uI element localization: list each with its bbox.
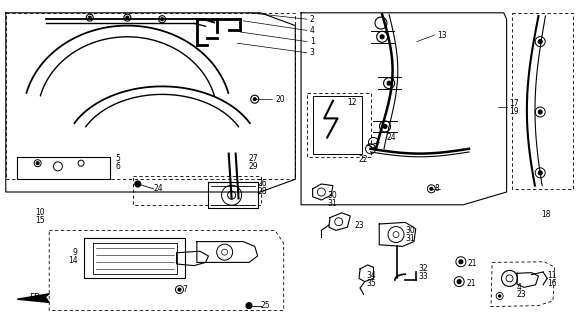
Text: 31: 31 bbox=[328, 199, 338, 208]
Text: 34: 34 bbox=[367, 271, 376, 280]
Text: 30: 30 bbox=[328, 191, 338, 200]
Circle shape bbox=[430, 187, 433, 190]
Text: 33: 33 bbox=[418, 272, 428, 281]
Circle shape bbox=[499, 295, 501, 297]
Text: 2: 2 bbox=[310, 15, 314, 24]
Text: 22: 22 bbox=[359, 156, 368, 164]
Text: 13: 13 bbox=[437, 31, 447, 40]
Circle shape bbox=[538, 110, 542, 114]
Text: 7: 7 bbox=[182, 285, 187, 294]
Circle shape bbox=[383, 124, 387, 128]
Text: 4: 4 bbox=[310, 26, 314, 35]
Text: 9: 9 bbox=[72, 248, 77, 257]
Text: 16: 16 bbox=[547, 279, 557, 288]
Text: 3: 3 bbox=[310, 48, 314, 57]
Polygon shape bbox=[17, 294, 49, 302]
Circle shape bbox=[160, 18, 164, 21]
Text: 8: 8 bbox=[434, 184, 439, 193]
Text: 18: 18 bbox=[541, 210, 551, 219]
Text: 29: 29 bbox=[249, 162, 259, 171]
Text: 21: 21 bbox=[468, 260, 477, 268]
Text: 20: 20 bbox=[275, 95, 285, 104]
Text: 32: 32 bbox=[418, 264, 428, 273]
Text: 17: 17 bbox=[510, 100, 519, 108]
Text: 35: 35 bbox=[367, 279, 376, 288]
Text: 5: 5 bbox=[116, 154, 120, 163]
Text: 14: 14 bbox=[68, 256, 78, 265]
Circle shape bbox=[538, 40, 542, 44]
Circle shape bbox=[538, 171, 542, 175]
Text: 25: 25 bbox=[261, 301, 270, 310]
Text: 31: 31 bbox=[405, 234, 415, 243]
Circle shape bbox=[457, 280, 461, 284]
Circle shape bbox=[135, 181, 141, 187]
Text: 10: 10 bbox=[35, 208, 45, 217]
Text: 24: 24 bbox=[387, 133, 397, 142]
Circle shape bbox=[246, 303, 252, 308]
Text: 27: 27 bbox=[249, 154, 259, 163]
Text: 11: 11 bbox=[547, 271, 556, 280]
Circle shape bbox=[178, 288, 181, 291]
Circle shape bbox=[88, 16, 91, 19]
Text: FR.: FR. bbox=[29, 293, 43, 302]
Text: 1: 1 bbox=[310, 37, 314, 46]
Text: 24: 24 bbox=[153, 184, 163, 193]
Circle shape bbox=[459, 260, 463, 264]
Circle shape bbox=[36, 162, 39, 165]
Text: 30: 30 bbox=[405, 226, 415, 235]
Text: 23: 23 bbox=[516, 290, 526, 299]
Circle shape bbox=[387, 81, 391, 85]
Text: 15: 15 bbox=[35, 216, 45, 225]
Text: 19: 19 bbox=[510, 108, 519, 116]
Text: 6: 6 bbox=[116, 162, 120, 171]
Text: 23: 23 bbox=[354, 221, 364, 230]
Text: 21: 21 bbox=[466, 279, 475, 288]
Text: 4: 4 bbox=[517, 283, 522, 292]
Text: 26: 26 bbox=[258, 180, 267, 188]
Circle shape bbox=[380, 35, 384, 39]
Text: 28: 28 bbox=[258, 188, 267, 196]
Text: 12: 12 bbox=[347, 98, 357, 107]
Circle shape bbox=[253, 98, 256, 101]
Circle shape bbox=[126, 16, 129, 19]
